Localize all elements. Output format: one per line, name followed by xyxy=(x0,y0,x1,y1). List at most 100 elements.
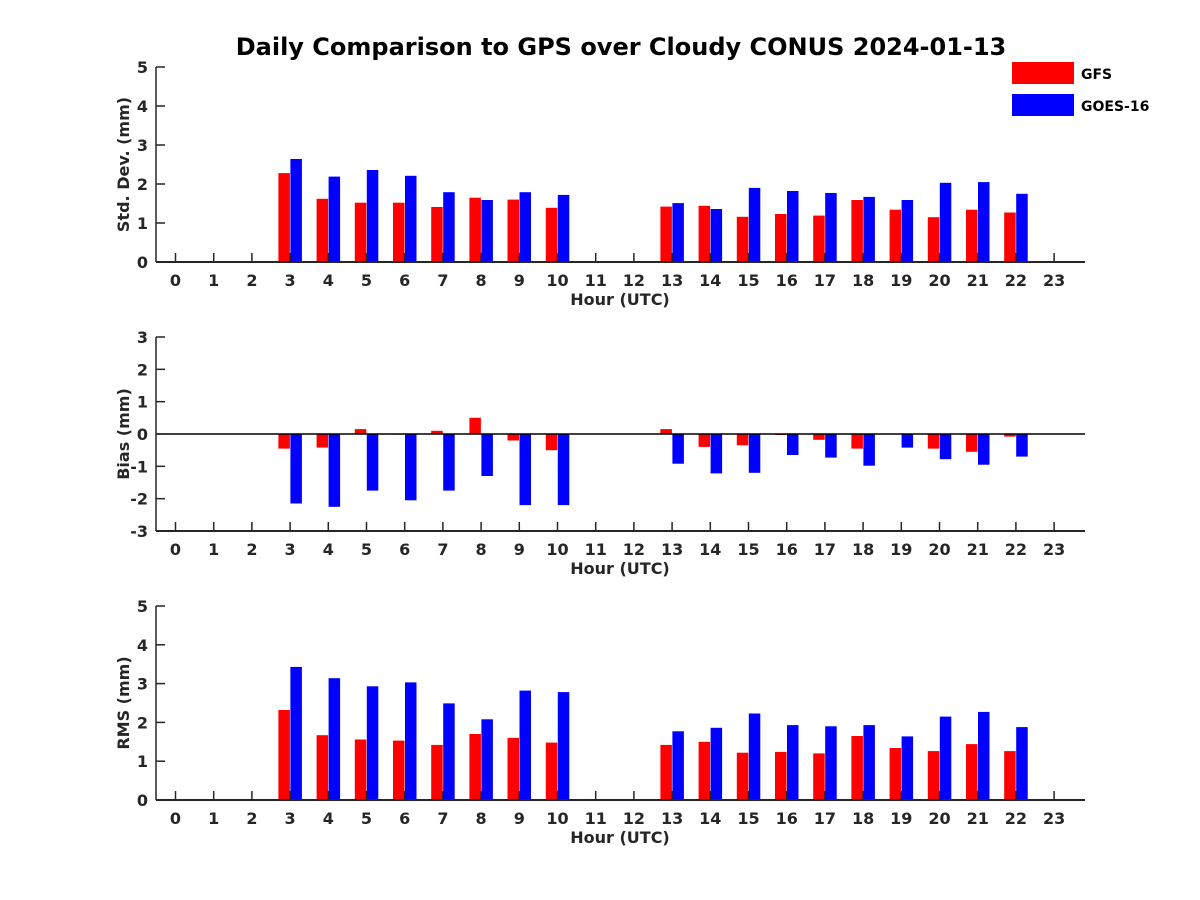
bar-goes-16-hour-5 xyxy=(366,170,379,262)
legend-label-gfs: GFS xyxy=(1081,67,1112,83)
bar-gfs-hour-18 xyxy=(851,434,863,449)
x-tick-label: 10 xyxy=(546,540,568,559)
bar-gfs-hour-10 xyxy=(545,207,558,262)
x-tick-label: 11 xyxy=(585,809,607,828)
x-tick-label: 18 xyxy=(852,540,874,559)
bar-goes-16-hour-20 xyxy=(939,182,952,262)
bar-goes-16-hour-21 xyxy=(978,434,990,465)
bar-goes-16-hour-19 xyxy=(901,434,914,448)
bar-gfs-hour-18 xyxy=(851,736,863,800)
bar-goes-16-hour-6 xyxy=(405,434,417,501)
x-tick-label: 2 xyxy=(246,809,257,828)
bar-goes-16-hour-17 xyxy=(825,193,837,262)
bar-gfs-hour-22 xyxy=(1004,751,1016,800)
bar-goes-16-hour-13 xyxy=(672,203,684,262)
y-tick-label: 1 xyxy=(137,214,148,233)
x-tick-label: 15 xyxy=(737,809,759,828)
y-tick-label: 2 xyxy=(137,360,148,379)
x-tick-label: 6 xyxy=(399,540,410,559)
y-tick-label: 3 xyxy=(137,136,148,155)
legend: GFS GOES-16 xyxy=(1012,62,1149,116)
x-tick-label: 20 xyxy=(928,809,950,828)
x-tick-label: 21 xyxy=(967,809,989,828)
bar-goes-16-hour-22 xyxy=(1016,434,1028,457)
chart-title: Daily Comparison to GPS over Cloudy CONU… xyxy=(236,33,1007,61)
x-tick-label: 12 xyxy=(623,540,645,559)
y-tick-label: -1 xyxy=(130,457,148,476)
y-tick-label: -2 xyxy=(130,490,148,509)
x-tick-label: 16 xyxy=(776,809,798,828)
bar-goes-16-hour-7 xyxy=(443,434,455,491)
x-tick-label: 15 xyxy=(737,271,759,290)
bar-goes-16-hour-10 xyxy=(557,434,570,506)
bar-goes-16-hour-22 xyxy=(1016,193,1028,263)
bar-gfs-hour-15 xyxy=(736,434,749,446)
x-tick-label: 18 xyxy=(852,809,874,828)
x-tick-label: 0 xyxy=(170,540,181,559)
bar-gfs-hour-14 xyxy=(698,434,711,447)
bar-goes-16-hour-8 xyxy=(481,200,493,262)
x-tick-label: 13 xyxy=(661,809,683,828)
bar-gfs-hour-10 xyxy=(545,742,558,800)
bar-gfs-hour-7 xyxy=(431,430,443,434)
y-tick-label: -3 xyxy=(130,522,148,541)
bar-goes-16-hour-8 xyxy=(481,719,493,800)
bar-gfs-hour-13 xyxy=(660,429,672,434)
bar-goes-16-hour-6 xyxy=(405,682,417,800)
bar-gfs-hour-8 xyxy=(469,197,481,262)
bar-gfs-hour-17 xyxy=(813,434,825,440)
y-tick-label: 2 xyxy=(137,713,148,732)
bar-gfs-hour-3 xyxy=(278,173,290,262)
x-tick-label: 15 xyxy=(737,540,759,559)
x-tick-label: 20 xyxy=(928,271,950,290)
x-tick-label: 9 xyxy=(514,809,525,828)
y-axis-label: Std. Dev. (mm) xyxy=(114,97,133,232)
x-tick-label: 17 xyxy=(814,809,836,828)
x-axis-label: Hour (UTC) xyxy=(570,290,670,309)
y-axis-label: RMS (mm) xyxy=(114,656,133,749)
bar-gfs-hour-14 xyxy=(698,205,711,262)
bar-goes-16-hour-5 xyxy=(366,686,379,800)
bar-gfs-hour-7 xyxy=(431,207,443,262)
x-tick-label: 2 xyxy=(246,271,257,290)
bar-goes-16-hour-15 xyxy=(748,187,761,262)
x-tick-label: 17 xyxy=(814,271,836,290)
x-tick-label: 14 xyxy=(699,540,721,559)
x-tick-label: 17 xyxy=(814,540,836,559)
bar-gfs-hour-6 xyxy=(393,202,405,262)
legend-swatch-goes-16 xyxy=(1012,94,1074,116)
bar-gfs-hour-16 xyxy=(775,751,787,800)
x-tick-label: 22 xyxy=(1005,809,1027,828)
bar-goes-16-hour-16 xyxy=(787,191,799,262)
bar-goes-16-hour-17 xyxy=(825,434,837,458)
bar-gfs-hour-20 xyxy=(927,751,940,800)
y-tick-label: 2 xyxy=(137,175,148,194)
bar-goes-16-hour-4 xyxy=(328,176,341,262)
x-tick-label: 1 xyxy=(208,271,219,290)
x-tick-label: 23 xyxy=(1043,809,1065,828)
x-tick-label: 9 xyxy=(514,540,525,559)
bar-gfs-hour-8 xyxy=(469,417,481,434)
y-axis-label: Bias (mm) xyxy=(114,388,133,480)
bar-goes-16-hour-13 xyxy=(672,731,684,800)
bar-gfs-hour-17 xyxy=(813,215,825,262)
legend-label-goes-16: GOES-16 xyxy=(1081,99,1149,115)
bar-gfs-hour-3 xyxy=(278,434,290,449)
bar-goes-16-hour-22 xyxy=(1016,727,1028,800)
bar-gfs-hour-5 xyxy=(354,429,367,434)
x-tick-label: 16 xyxy=(776,271,798,290)
bar-goes-16-hour-15 xyxy=(748,713,761,800)
x-tick-label: 6 xyxy=(399,809,410,828)
bar-gfs-hour-13 xyxy=(660,206,672,262)
x-tick-label: 4 xyxy=(323,809,334,828)
bar-gfs-hour-21 xyxy=(966,744,978,800)
x-tick-label: 16 xyxy=(776,540,798,559)
bar-gfs-hour-4 xyxy=(316,434,329,448)
bar-goes-16-hour-21 xyxy=(978,711,990,800)
x-tick-label: 10 xyxy=(546,271,568,290)
x-tick-label: 14 xyxy=(699,271,721,290)
x-tick-label: 23 xyxy=(1043,271,1065,290)
y-tick-label: 3 xyxy=(137,328,148,347)
